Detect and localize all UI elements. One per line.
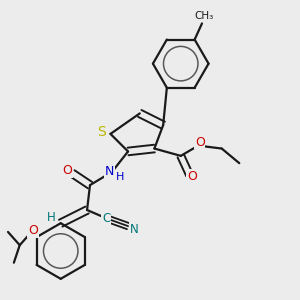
- Text: N: N: [105, 165, 114, 178]
- Text: N: N: [130, 223, 139, 236]
- Text: C: C: [102, 212, 110, 225]
- Text: S: S: [97, 125, 106, 140]
- Text: CH₃: CH₃: [195, 11, 214, 21]
- Text: H: H: [116, 172, 124, 182]
- Text: O: O: [187, 170, 197, 183]
- Text: O: O: [28, 224, 38, 237]
- Text: O: O: [195, 136, 205, 148]
- Text: O: O: [62, 164, 72, 177]
- Text: H: H: [47, 212, 56, 224]
